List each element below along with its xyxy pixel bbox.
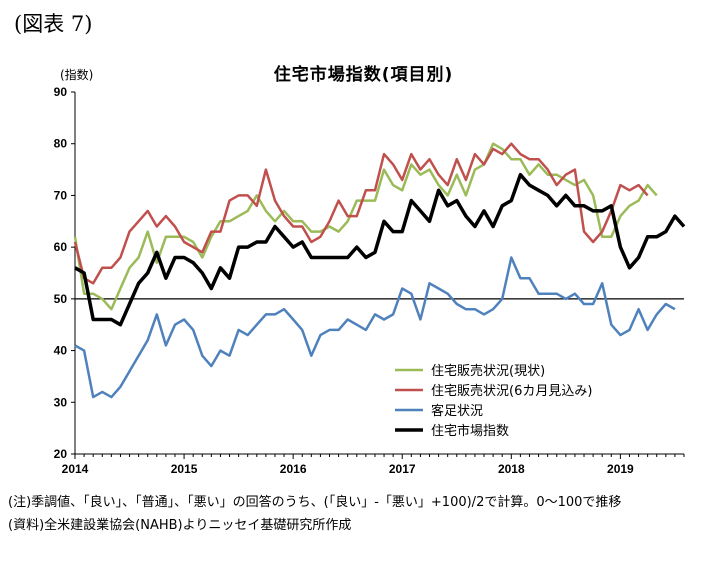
y-tick-label: 60 bbox=[54, 240, 68, 254]
x-tick-label: 2017 bbox=[389, 462, 416, 476]
chart-title: 住宅市場指数(項目別) bbox=[273, 65, 454, 85]
legend-label: 住宅販売状況(6カ月見込み) bbox=[431, 383, 592, 399]
x-tick-label: 2019 bbox=[607, 462, 634, 476]
footnote: (注)季調値、「良い」、「普通」、「悪い」の回答のうち、(「良い」-「悪い」+1… bbox=[8, 495, 622, 510]
series-line-3 bbox=[74, 172, 686, 327]
series-line-0 bbox=[73, 142, 658, 311]
source-note: (資料)全米建設業協会(NAHB)よりニッセイ基礎研究所作成 bbox=[8, 518, 352, 533]
series-line-2 bbox=[74, 256, 676, 399]
x-tick-label: 2016 bbox=[280, 462, 307, 476]
x-tick-label: 2015 bbox=[171, 462, 198, 476]
y-tick-label: 70 bbox=[54, 188, 68, 202]
y-tick-label: 40 bbox=[54, 344, 68, 358]
figure-label: (図表 7) bbox=[14, 12, 93, 36]
y-tick-label: 30 bbox=[54, 395, 68, 409]
legend-label: 住宅販売状況(現状) bbox=[431, 363, 545, 379]
y-tick-label: 50 bbox=[54, 292, 68, 306]
legend-label: 客足状況 bbox=[431, 403, 483, 419]
chart-axes: 20 30 40 50 60 70 80 90 2014 2015 2016 2017 2018 2019 bbox=[54, 85, 685, 476]
x-tick-label: 2014 bbox=[62, 462, 89, 476]
series-line-1 bbox=[73, 142, 649, 285]
y-tick-label: 90 bbox=[54, 85, 68, 99]
y-axis-unit-label: (指数) bbox=[60, 68, 94, 82]
y-tick-label: 20 bbox=[54, 447, 68, 461]
x-tick-label: 2018 bbox=[498, 462, 525, 476]
y-tick-label: 80 bbox=[54, 137, 68, 151]
chart-series bbox=[73, 142, 686, 399]
legend-label: 住宅市場指数 bbox=[431, 423, 509, 439]
